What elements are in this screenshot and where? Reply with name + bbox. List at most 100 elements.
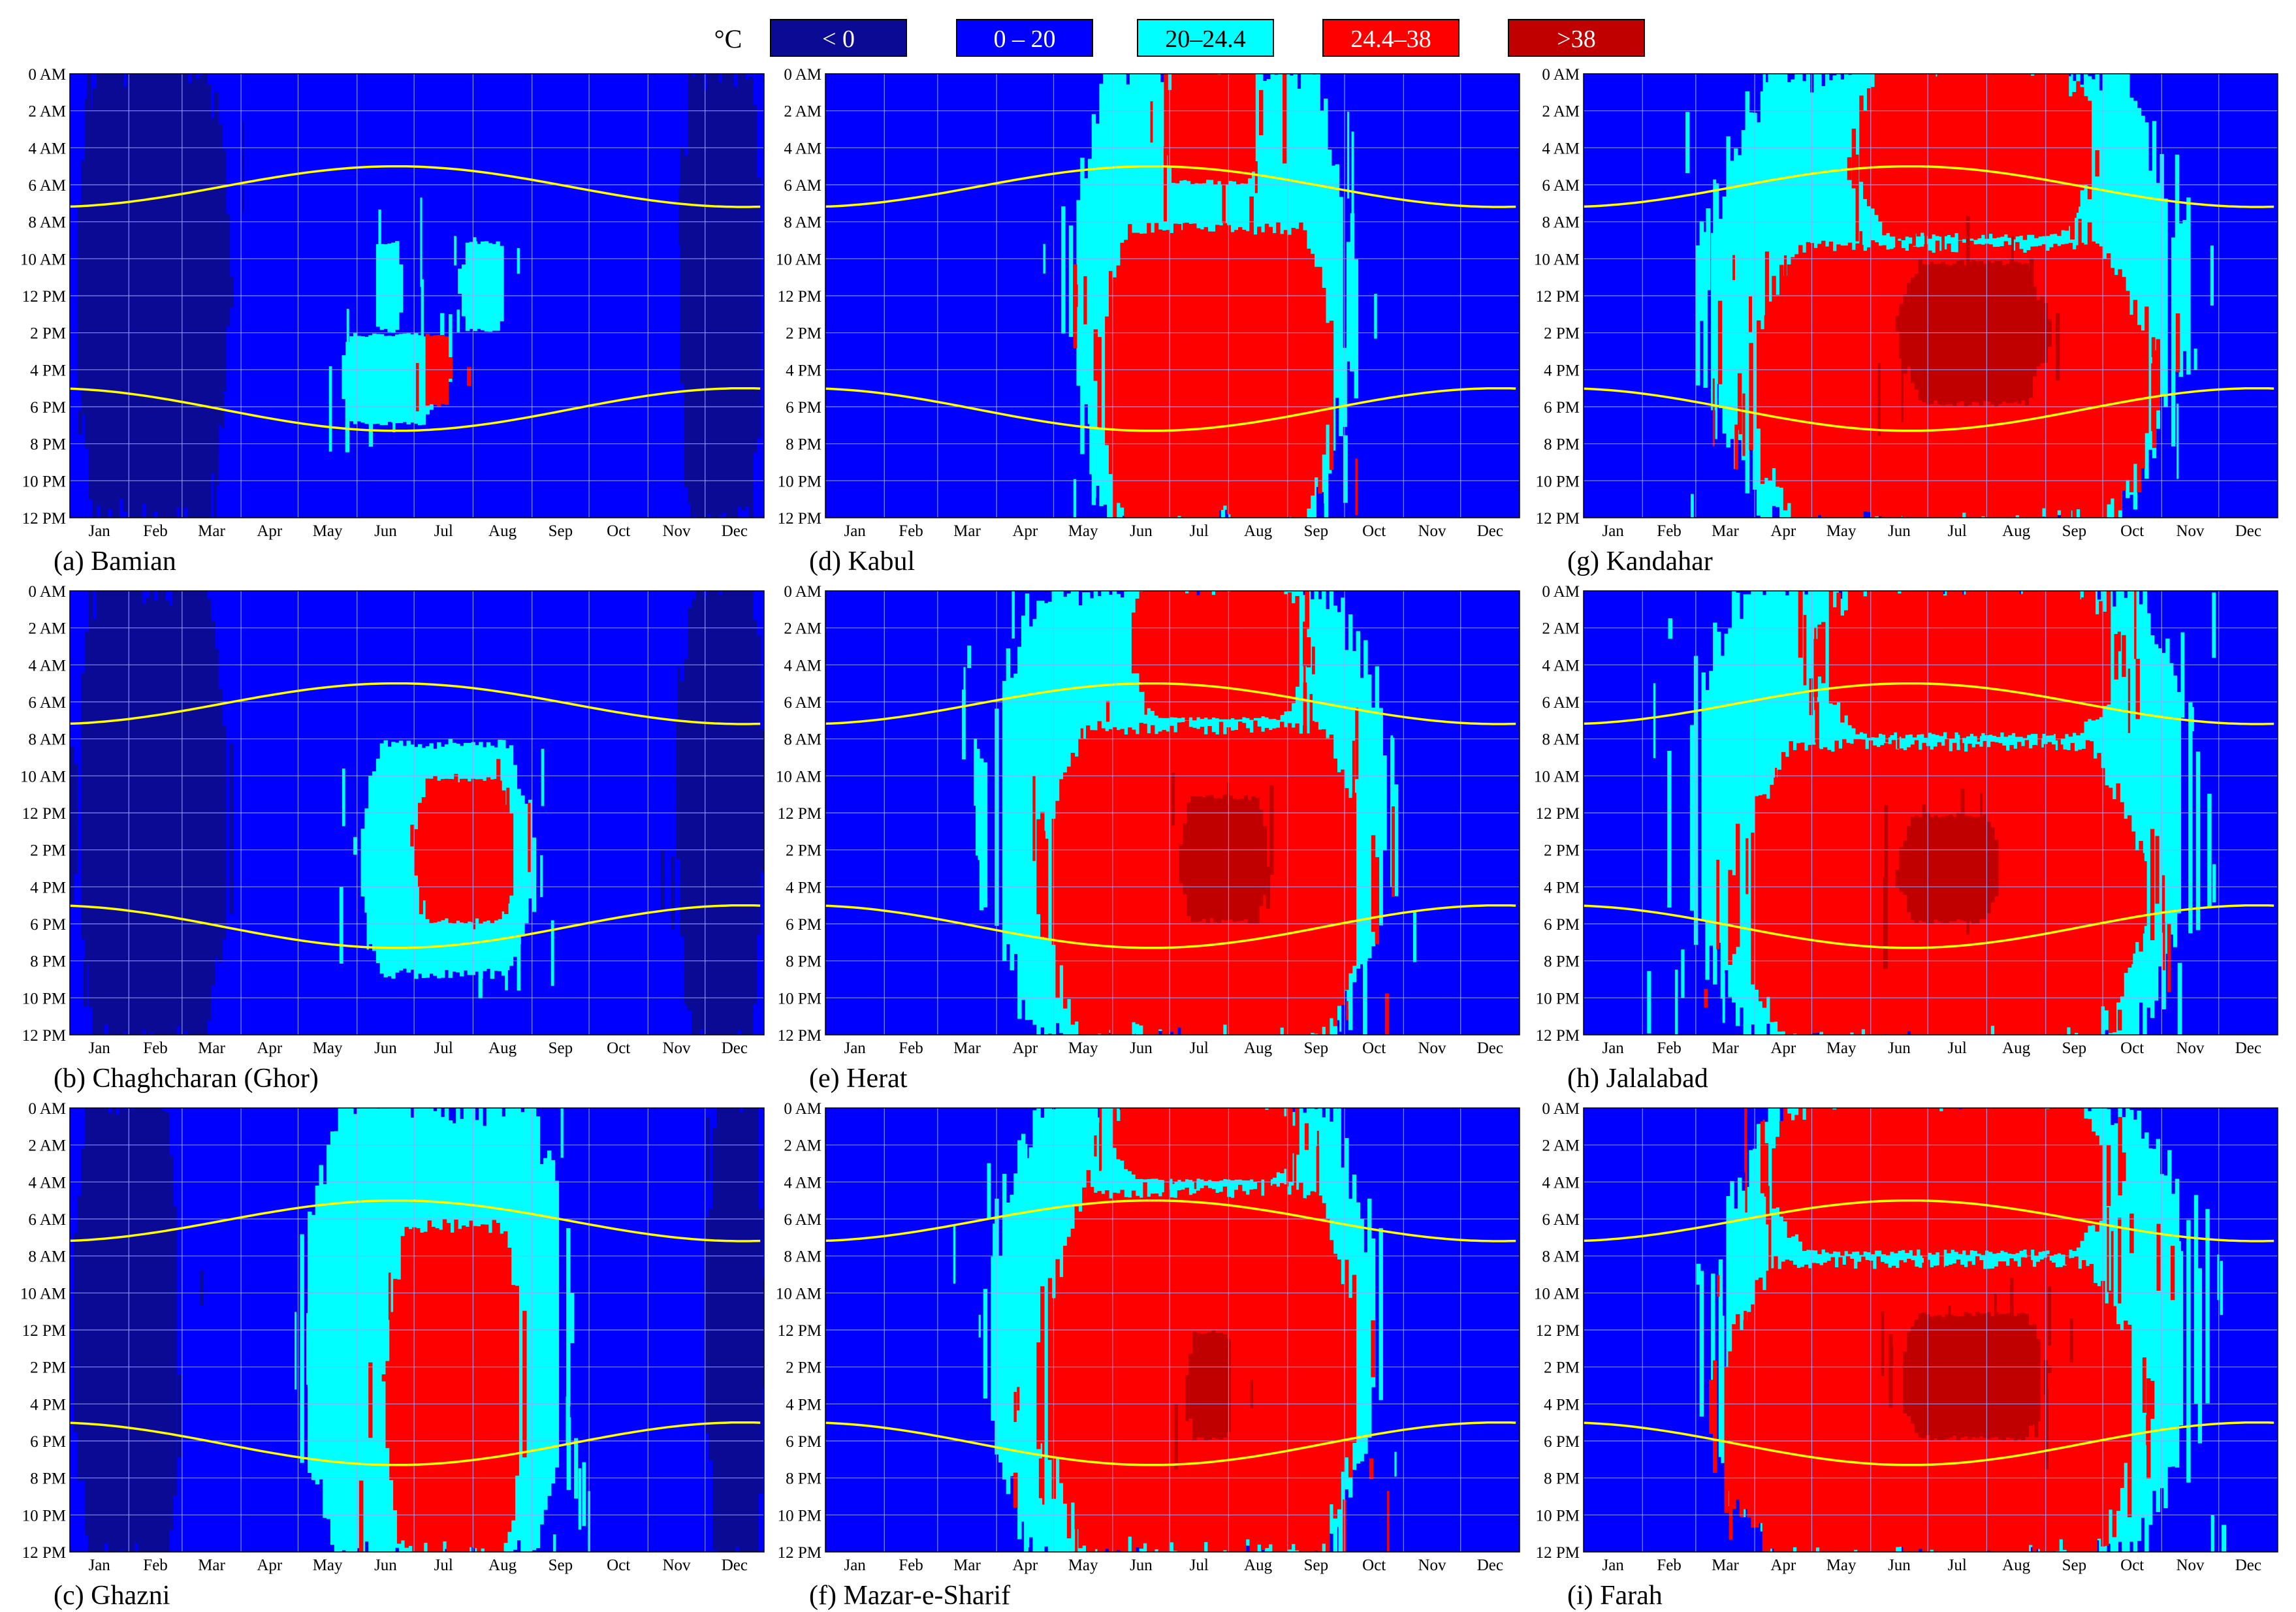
heatmap-streak (2176, 1241, 2181, 1285)
y-tick-label: 8 AM (28, 214, 66, 232)
heatmap-cell (1889, 591, 1894, 735)
heatmap-cell (1260, 232, 1266, 518)
heatmap-cell (342, 355, 346, 400)
heatmap-streak (2135, 659, 2140, 719)
heatmap-cell (419, 1232, 424, 1552)
heatmap-streak (1791, 283, 1795, 336)
heatmap-cell (1713, 1360, 1717, 1473)
y-tick-label: 12 PM (778, 1544, 821, 1562)
heatmap-streak (1999, 96, 2003, 169)
y-tick-label: 12 PM (778, 1322, 821, 1340)
sunrise-curve (69, 165, 761, 208)
heatmap-cell (1139, 233, 1143, 518)
heatmap-cell (1105, 1190, 1109, 1549)
heatmap-streak (398, 1231, 402, 1258)
heatmap-cell (1836, 592, 1841, 703)
heatmap-cell (1158, 1196, 1163, 1552)
heatmap-cell (1249, 591, 1254, 720)
heatmap-cells (70, 591, 764, 1035)
heatmap-cell (1845, 742, 1851, 1035)
heatmap-cell (1375, 857, 1380, 945)
heatmap-cell (2085, 1266, 2090, 1552)
heatmap-cell (1905, 591, 1909, 735)
heatmap-cell (1815, 1263, 1820, 1548)
heatmap-cell (1726, 136, 1730, 448)
heatmap-streak (717, 958, 722, 1026)
heatmap-cell (2026, 1108, 2031, 1255)
heatmap-cell (1295, 723, 1299, 1035)
heatmap-streak (1374, 293, 1377, 339)
heatmap-streak (2176, 1295, 2179, 1316)
heatmap-cell (1002, 680, 1007, 962)
heatmap-cell (2126, 74, 2130, 498)
heatmap-cell (1960, 815, 1965, 921)
heatmap-cell (1108, 729, 1113, 1030)
heatmap-cell (2072, 591, 2077, 733)
heatmap-cell (1188, 1108, 1193, 1180)
heatmap-cell (2143, 861, 2147, 926)
heatmap-cell (1874, 242, 1879, 516)
heatmap-streak (457, 1461, 462, 1492)
heatmap-streak (1879, 756, 1883, 840)
heatmap-cell (1941, 816, 1945, 923)
heatmap-cell (1966, 1108, 1970, 1256)
heatmap-cell (983, 1289, 988, 1399)
heatmap-cell (2099, 246, 2103, 518)
heatmap-cell (1363, 1252, 1368, 1454)
sunrise-curve (825, 1199, 1516, 1242)
heatmap-cell (425, 778, 430, 919)
heatmap-streak (2118, 1218, 2122, 1304)
heatmap-streak (2007, 80, 2012, 172)
heatmap-streak (1846, 1322, 1851, 1393)
y-tick-label: 12 PM (22, 288, 66, 306)
heatmap-cell (520, 795, 525, 937)
heatmap-cell (199, 75, 204, 518)
heatmap-cell (488, 1233, 493, 1552)
heatmap-cell (490, 779, 495, 923)
heatmap-cell (2085, 740, 2090, 1035)
heatmap-streak (2140, 1255, 2144, 1291)
heatmap-cell (2018, 1108, 2024, 1251)
x-tick-label: Dec (722, 1557, 748, 1574)
heatmap-cell (1876, 747, 1881, 1035)
heatmap-cell (1147, 591, 1151, 708)
heatmap-streak (1815, 702, 1819, 795)
heatmap-streak (1174, 1404, 1178, 1470)
x-tick-label: Jun (1888, 1039, 1911, 1057)
heatmap-streak (2056, 139, 2060, 200)
heatmap-streak (2212, 592, 2216, 658)
heatmap-cell (150, 591, 154, 1033)
heatmap-streak (1172, 740, 1177, 802)
heatmap-cell (1842, 1264, 1847, 1552)
legend-swatch (956, 19, 1093, 57)
heatmap-cell (1826, 750, 1832, 1035)
heatmap-streak (690, 473, 693, 518)
heatmap-streak (2220, 1261, 2224, 1316)
heatmap-cell (2152, 1148, 2157, 1491)
heatmap-cell (2158, 648, 2162, 967)
y-tick-label: 12 PM (22, 1027, 66, 1045)
heatmap-cell (1990, 262, 1995, 405)
heatmap-cell (1181, 230, 1186, 518)
x-tick-label: Jun (1888, 522, 1911, 540)
y-tick-label: 10 PM (22, 990, 66, 1007)
heatmap-cell (1237, 227, 1243, 518)
heatmap-streak (164, 630, 168, 693)
heatmap-cell (1817, 624, 1822, 677)
panel-caption: (e) Herat (809, 1064, 908, 1094)
heatmap-streak (2083, 642, 2088, 699)
heatmap-cell (1185, 593, 1189, 721)
heatmap-streak (1264, 189, 1268, 231)
sunrise-curve (1583, 165, 2274, 208)
heatmap-cell (1979, 1313, 1984, 1437)
heatmap-streak (1813, 1453, 1815, 1479)
heatmap-cell (1962, 1108, 1966, 1251)
heatmap-cell (566, 1228, 571, 1406)
heatmap-cell (1939, 74, 1944, 237)
heatmap-streak (1099, 1108, 1102, 1170)
y-tick-label: 4 AM (28, 1174, 66, 1192)
heatmap-streak (1706, 208, 1711, 291)
heatmap-cell (2020, 264, 2026, 401)
heatmap-cell (1356, 1202, 1360, 1464)
heatmap-cell (1914, 815, 1919, 923)
